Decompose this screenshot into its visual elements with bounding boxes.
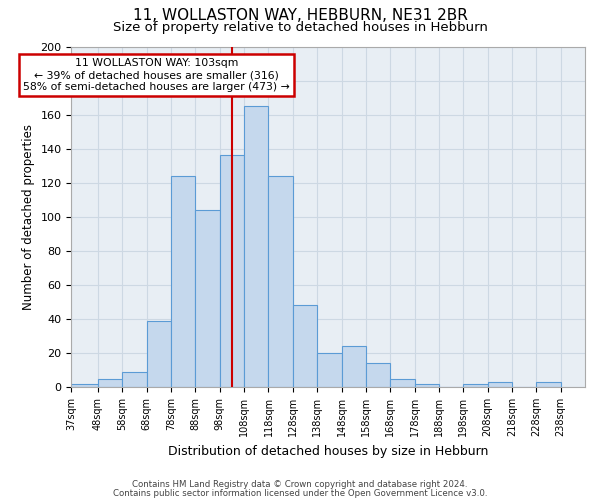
Text: Contains HM Land Registry data © Crown copyright and database right 2024.: Contains HM Land Registry data © Crown c…	[132, 480, 468, 489]
Bar	[536, 382, 560, 387]
Bar	[317, 353, 341, 387]
Bar	[415, 384, 439, 387]
Bar	[98, 378, 122, 387]
Text: Contains public sector information licensed under the Open Government Licence v3: Contains public sector information licen…	[113, 488, 487, 498]
Bar	[171, 176, 196, 387]
Bar	[147, 320, 171, 387]
Bar	[366, 363, 390, 387]
Bar	[488, 382, 512, 387]
Bar	[293, 306, 317, 387]
Bar	[244, 106, 268, 387]
Bar	[463, 384, 488, 387]
Bar	[122, 372, 147, 387]
Text: 11, WOLLASTON WAY, HEBBURN, NE31 2BR: 11, WOLLASTON WAY, HEBBURN, NE31 2BR	[133, 8, 467, 22]
Y-axis label: Number of detached properties: Number of detached properties	[22, 124, 35, 310]
Bar	[341, 346, 366, 387]
Text: 11 WOLLASTON WAY: 103sqm
← 39% of detached houses are smaller (316)
58% of semi-: 11 WOLLASTON WAY: 103sqm ← 39% of detach…	[23, 58, 290, 92]
Text: Size of property relative to detached houses in Hebburn: Size of property relative to detached ho…	[113, 22, 487, 35]
Bar	[71, 384, 98, 387]
Bar	[220, 156, 244, 387]
Bar	[268, 176, 293, 387]
Bar	[196, 210, 220, 387]
X-axis label: Distribution of detached houses by size in Hebburn: Distribution of detached houses by size …	[168, 444, 488, 458]
Bar	[390, 378, 415, 387]
